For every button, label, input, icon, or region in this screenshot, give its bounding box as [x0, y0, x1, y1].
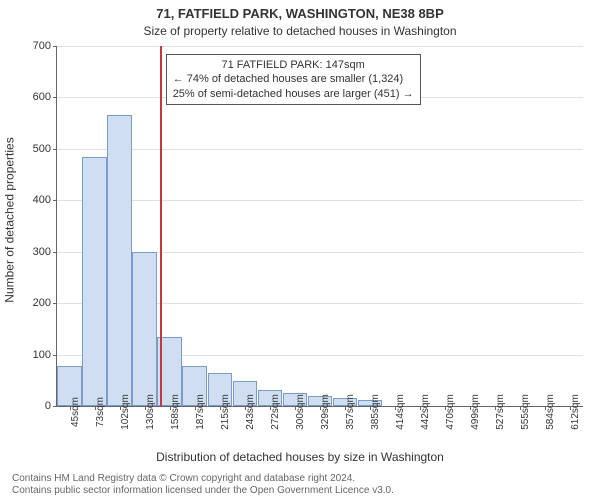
y-tick-mark — [53, 46, 57, 47]
y-tick-mark — [53, 149, 57, 150]
y-axis-label: Number of detached properties — [0, 0, 20, 440]
y-tick-label: 500 — [33, 143, 51, 155]
x-tick-label: 499sqm — [470, 394, 481, 430]
annotation-box: 71 FATFIELD PARK: 147sqm ← 74% of detach… — [166, 54, 421, 105]
y-tick-mark — [53, 252, 57, 253]
y-tick-mark — [53, 200, 57, 201]
y-tick-mark — [53, 97, 57, 98]
x-tick-label: 187sqm — [195, 394, 206, 430]
x-tick-label: 329sqm — [320, 394, 331, 430]
y-tick-mark — [53, 406, 57, 407]
y-tick-mark — [53, 303, 57, 304]
x-tick-label: 442sqm — [420, 394, 431, 430]
chart-title-address: 71, FATFIELD PARK, WASHINGTON, NE38 8BP — [0, 6, 600, 21]
y-tick-mark — [53, 355, 57, 356]
footer-copyright: Contains HM Land Registry data © Crown c… — [12, 473, 355, 484]
annotation-line-subject: 71 FATFIELD PARK: 147sqm — [173, 58, 414, 72]
annotation-line-larger: 25% of semi-detached houses are larger (… — [173, 87, 414, 101]
x-tick-label: 612sqm — [570, 394, 581, 430]
x-tick-label: 470sqm — [445, 394, 456, 430]
x-tick-label: 243sqm — [245, 394, 256, 430]
x-tick-label: 414sqm — [395, 394, 406, 430]
y-tick-label: 300 — [33, 246, 51, 258]
x-tick-label: 102sqm — [120, 394, 131, 430]
x-tick-label: 584sqm — [545, 394, 556, 430]
grid-line — [57, 149, 583, 150]
x-tick-label: 45sqm — [70, 397, 81, 427]
y-tick-label: 100 — [33, 349, 51, 361]
x-tick-label: 300sqm — [295, 394, 306, 430]
annotation-line-smaller: ← 74% of detached houses are smaller (1,… — [173, 72, 414, 86]
y-tick-label: 700 — [33, 40, 51, 52]
x-tick-label: 272sqm — [270, 394, 281, 430]
x-tick-label: 130sqm — [145, 394, 156, 430]
x-tick-label: 555sqm — [520, 394, 531, 430]
footer-licence: Contains public sector information licen… — [12, 485, 394, 496]
subject-marker-line — [160, 46, 162, 406]
x-tick-label: 215sqm — [220, 394, 231, 430]
histogram-bar — [107, 115, 132, 406]
y-tick-label: 200 — [33, 297, 51, 309]
x-tick-label: 527sqm — [495, 394, 506, 430]
y-tick-label: 0 — [45, 400, 51, 412]
histogram-bar — [82, 157, 107, 406]
histogram-bar — [132, 252, 157, 406]
x-axis-label: Distribution of detached houses by size … — [0, 450, 600, 464]
grid-line — [57, 46, 583, 47]
x-tick-label: 385sqm — [370, 394, 381, 430]
y-tick-label: 600 — [33, 91, 51, 103]
x-tick-label: 73sqm — [95, 397, 106, 427]
x-tick-label: 357sqm — [345, 394, 356, 430]
chart-title-description: Size of property relative to detached ho… — [0, 24, 600, 38]
grid-line — [57, 200, 583, 201]
histogram-plot: 010020030040050060070045sqm73sqm102sqm13… — [56, 46, 583, 407]
y-tick-label: 400 — [33, 194, 51, 206]
x-tick-label: 158sqm — [170, 394, 181, 430]
